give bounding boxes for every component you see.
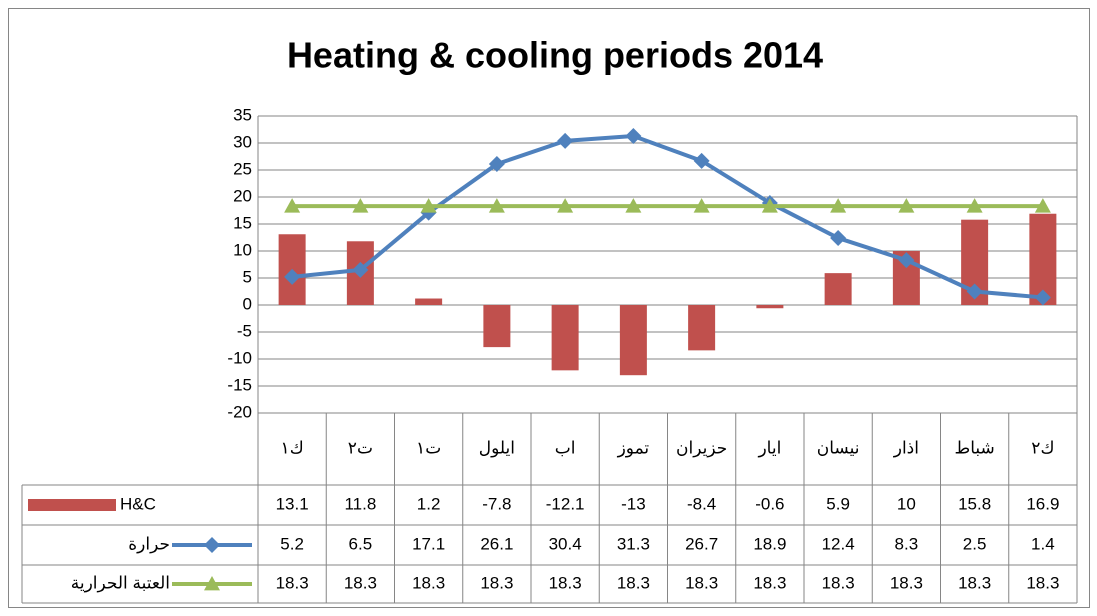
- bar: [551, 305, 579, 371]
- table-value: 10: [897, 494, 916, 513]
- y-tick-label: 5: [243, 267, 252, 286]
- table-value: 18.3: [1026, 573, 1059, 592]
- table-value: 18.3: [822, 573, 855, 592]
- line-marker: [625, 127, 642, 144]
- table-value: 26.7: [685, 534, 718, 553]
- table-value: 18.3: [617, 573, 650, 592]
- chart-title: Heating & cooling periods 2014: [287, 35, 823, 76]
- bar: [756, 305, 784, 309]
- table-value: 18.3: [276, 573, 309, 592]
- bar: [483, 305, 511, 348]
- table-value: 2.5: [963, 534, 987, 553]
- line-marker: [1034, 289, 1051, 306]
- line-marker: [488, 156, 505, 173]
- table-value: 16.9: [1026, 494, 1059, 513]
- bar: [824, 273, 852, 305]
- table-value: 18.3: [890, 573, 923, 592]
- y-tick-label: 15: [233, 213, 252, 232]
- y-tick-label: 25: [233, 159, 252, 178]
- bar: [415, 298, 443, 305]
- table-value: 8.3: [895, 534, 919, 553]
- table-value: -12.1: [546, 494, 585, 513]
- x-tick-label: ت١: [416, 438, 441, 457]
- legend-marker: [204, 537, 220, 553]
- legend-swatch: [28, 499, 116, 511]
- table-value: -0.6: [755, 494, 784, 513]
- table-value: 18.3: [549, 573, 582, 592]
- x-tick-label: نيسان: [817, 438, 860, 457]
- line-marker: [966, 198, 983, 213]
- x-tick-label: ك٢: [1031, 438, 1054, 457]
- table-value: 18.3: [685, 573, 718, 592]
- y-tick-label: 20: [233, 186, 252, 205]
- line-marker: [352, 198, 369, 213]
- line-marker: [693, 198, 710, 213]
- table-value: 30.4: [549, 534, 582, 553]
- table-value: 1.2: [417, 494, 441, 513]
- bar: [619, 305, 647, 376]
- table-value: 5.2: [280, 534, 304, 553]
- x-tick-label: حزيران: [676, 438, 727, 457]
- x-tick-label: شباط: [954, 438, 994, 457]
- table-value: 13.1: [276, 494, 309, 513]
- y-tick-label: -20: [227, 402, 252, 421]
- x-tick-label: ك١: [281, 438, 304, 457]
- line-marker: [284, 268, 301, 285]
- y-tick-label: 0: [243, 294, 252, 313]
- x-tick-label: ايار: [757, 438, 781, 457]
- line-marker: [966, 283, 983, 300]
- table-value: 12.4: [822, 534, 855, 553]
- table-value: 26.1: [480, 534, 513, 553]
- chart-frame: [8, 8, 1090, 608]
- x-tick-label: ايلول: [479, 438, 515, 457]
- x-tick-label: تموز: [617, 438, 650, 457]
- y-tick-label: 10: [233, 240, 252, 259]
- table-value: 15.8: [958, 494, 991, 513]
- table-value: 18.3: [480, 573, 513, 592]
- line-marker: [557, 198, 574, 213]
- table-value: -13: [621, 494, 646, 513]
- table-value: -7.8: [482, 494, 511, 513]
- line-marker: [830, 230, 847, 247]
- table-value: 1.4: [1031, 534, 1055, 553]
- line-marker: [420, 198, 437, 213]
- table-value: 6.5: [349, 534, 373, 553]
- x-tick-label: اذار: [893, 438, 919, 457]
- bar: [688, 305, 716, 351]
- line: [291, 133, 1044, 300]
- y-tick-label: -10: [227, 348, 252, 367]
- line-marker: [898, 252, 915, 269]
- x-tick-label: ت٢: [348, 438, 373, 457]
- line-marker: [488, 198, 505, 213]
- legend-label: حرارة: [128, 534, 170, 553]
- line-marker: [693, 152, 710, 169]
- y-tick-label: -15: [227, 375, 252, 394]
- line-marker: [1034, 198, 1051, 213]
- y-tick-label: -5: [237, 321, 252, 340]
- line-marker: [352, 261, 369, 278]
- y-tick-label: 35: [233, 105, 252, 124]
- line-marker: [625, 198, 642, 213]
- table-value: 18.3: [753, 573, 786, 592]
- table-value: 17.1: [412, 534, 445, 553]
- line-marker: [898, 198, 915, 213]
- table-value: 31.3: [617, 534, 650, 553]
- line-marker: [830, 198, 847, 213]
- table-value: 18.3: [412, 573, 445, 592]
- x-tick-label: اب: [555, 438, 576, 457]
- y-tick-label: 30: [233, 132, 252, 151]
- legend-marker: [204, 576, 220, 591]
- legend-label: العتبة الحرارية: [71, 573, 170, 592]
- table-value: -8.4: [687, 494, 716, 513]
- table-value: 18.3: [344, 573, 377, 592]
- line-marker: [761, 198, 778, 213]
- table-value: 18.3: [958, 573, 991, 592]
- table-value: 11.8: [344, 494, 376, 513]
- line-marker: [284, 198, 301, 213]
- line-marker: [557, 132, 574, 149]
- legend-label: H&C: [120, 494, 156, 513]
- table-value: 5.9: [826, 494, 850, 513]
- table-value: 18.9: [753, 534, 786, 553]
